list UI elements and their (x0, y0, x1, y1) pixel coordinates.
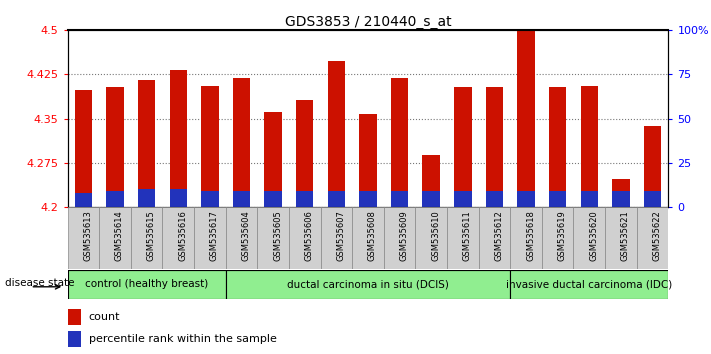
FancyBboxPatch shape (68, 270, 225, 299)
Text: GSM535614: GSM535614 (115, 210, 124, 261)
Text: GSM535621: GSM535621 (621, 210, 630, 261)
Bar (644, 126, 661, 207)
FancyBboxPatch shape (542, 207, 574, 269)
Text: GSM535611: GSM535611 (463, 210, 472, 261)
Title: GDS3853 / 210440_s_at: GDS3853 / 210440_s_at (284, 15, 451, 29)
Text: GSM535615: GSM535615 (146, 210, 156, 261)
FancyBboxPatch shape (605, 207, 637, 269)
FancyBboxPatch shape (321, 207, 352, 269)
Bar (581, 86, 598, 207)
Bar (644, 191, 661, 207)
Text: disease state: disease state (6, 278, 75, 288)
Text: GSM535619: GSM535619 (557, 210, 567, 261)
Bar (486, 191, 503, 207)
FancyBboxPatch shape (415, 207, 447, 269)
FancyBboxPatch shape (162, 207, 194, 269)
Bar (232, 191, 250, 207)
Text: GSM535622: GSM535622 (653, 210, 661, 261)
FancyBboxPatch shape (225, 207, 257, 269)
Text: count: count (89, 312, 120, 322)
FancyBboxPatch shape (510, 207, 542, 269)
FancyBboxPatch shape (194, 207, 225, 269)
Bar (264, 112, 282, 207)
Bar (232, 79, 250, 207)
Bar (422, 191, 440, 207)
Text: GSM535612: GSM535612 (494, 210, 503, 261)
Text: GSM535609: GSM535609 (400, 210, 409, 261)
Text: GSM535618: GSM535618 (526, 210, 535, 261)
Bar (518, 31, 535, 207)
Bar (518, 191, 535, 207)
FancyBboxPatch shape (225, 270, 510, 299)
Text: ductal carcinoma in situ (DCIS): ductal carcinoma in situ (DCIS) (287, 279, 449, 290)
Bar (264, 191, 282, 207)
Text: GSM535610: GSM535610 (431, 210, 440, 261)
FancyBboxPatch shape (384, 207, 415, 269)
Bar (612, 191, 630, 207)
Bar (169, 189, 187, 207)
Bar (296, 100, 314, 207)
Text: GSM535616: GSM535616 (178, 210, 187, 261)
Bar (201, 191, 218, 207)
FancyBboxPatch shape (352, 207, 384, 269)
Bar (581, 191, 598, 207)
Bar (328, 191, 345, 207)
Bar (612, 179, 630, 207)
Text: GSM535617: GSM535617 (210, 210, 219, 261)
FancyBboxPatch shape (447, 207, 479, 269)
Bar (549, 87, 567, 207)
Text: percentile rank within the sample: percentile rank within the sample (89, 334, 277, 344)
FancyBboxPatch shape (574, 207, 605, 269)
Bar (138, 189, 155, 207)
Bar (201, 86, 218, 207)
Bar (422, 155, 440, 207)
Bar (106, 191, 124, 207)
Bar (75, 193, 92, 207)
Text: GSM535604: GSM535604 (242, 210, 250, 261)
Bar (486, 87, 503, 207)
Bar (391, 191, 408, 207)
Bar (549, 191, 567, 207)
Text: GSM535606: GSM535606 (305, 210, 314, 261)
Bar (138, 80, 155, 207)
Text: GSM535613: GSM535613 (83, 210, 92, 261)
Bar (454, 191, 471, 207)
Text: GSM535620: GSM535620 (589, 210, 598, 261)
Text: GSM535605: GSM535605 (273, 210, 282, 261)
Bar (454, 87, 471, 207)
FancyBboxPatch shape (510, 270, 668, 299)
Bar (169, 70, 187, 207)
Bar (68, 309, 81, 325)
FancyBboxPatch shape (289, 207, 321, 269)
Text: invasive ductal carcinoma (IDC): invasive ductal carcinoma (IDC) (506, 279, 673, 290)
Bar (328, 61, 345, 207)
Text: GSM535608: GSM535608 (368, 210, 377, 261)
FancyBboxPatch shape (99, 207, 131, 269)
Text: control (healthy breast): control (healthy breast) (85, 279, 208, 290)
Text: GSM535607: GSM535607 (336, 210, 346, 261)
Bar (68, 331, 81, 347)
Bar (391, 79, 408, 207)
Bar (296, 191, 314, 207)
Bar (75, 90, 92, 207)
FancyBboxPatch shape (68, 207, 99, 269)
FancyBboxPatch shape (131, 207, 162, 269)
Bar (359, 114, 377, 207)
Bar (359, 191, 377, 207)
FancyBboxPatch shape (479, 207, 510, 269)
FancyBboxPatch shape (257, 207, 289, 269)
FancyBboxPatch shape (637, 207, 668, 269)
Bar (106, 87, 124, 207)
